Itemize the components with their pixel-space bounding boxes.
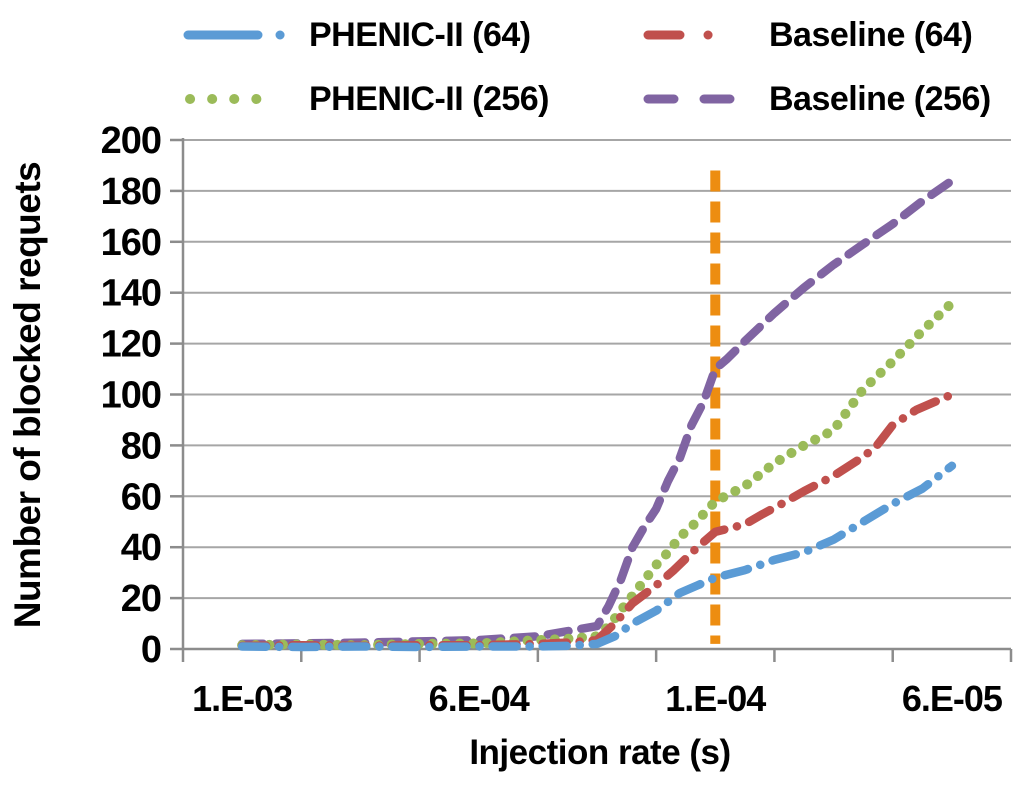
legend-item-baseline-64: Baseline (64) [643,13,973,57]
x-tick-label: 6.E-05 [902,678,1003,719]
series-line-baseline-64 [237,390,957,651]
y-tick-label: 40 [121,527,161,569]
legend-swatch-dashdot-red [643,30,755,40]
legend-label: PHENIC-II (64) [309,15,531,54]
y-tick-label: 20 [121,578,161,620]
y-tick-label: 180 [101,171,161,213]
legend-swatch-dot-green [185,94,273,104]
y-tick-label: 80 [121,425,161,467]
y-axis-title: Number of blocked requets [7,161,48,629]
legend-item-baseline-256: Baseline (256) [643,77,991,121]
y-tick-label: 140 [101,273,161,315]
series-line-phenic-ii-64 [237,461,957,652]
legend-item-phenic-ii-256: PHENIC-II (256) [183,77,550,121]
y-tick-label: 60 [121,476,161,518]
x-tick-label: 1.E-04 [665,678,766,719]
x-tick-label: 1.E-03 [192,678,292,719]
y-tick-label: 160 [101,222,161,264]
x-tick-label: 6.E-04 [429,678,530,719]
series-line-phenic-ii-256 [237,297,957,651]
legend-swatch-dash-purple [643,94,743,104]
legend-label: PHENIC-II (256) [309,79,550,118]
legend-label: Baseline (256) [769,79,991,118]
legend-swatch-dashdot-blue [183,30,295,40]
y-tick-label: 0 [141,629,161,671]
legend-item-phenic-ii-64: PHENIC-II (64) [183,13,531,57]
legend-label: Baseline (64) [769,15,973,54]
y-tick-label: 120 [101,324,161,366]
y-tick-label: 100 [101,375,161,417]
x-axis-title: Injection rate (s) [469,733,731,772]
y-tick-label: 200 [101,120,161,162]
